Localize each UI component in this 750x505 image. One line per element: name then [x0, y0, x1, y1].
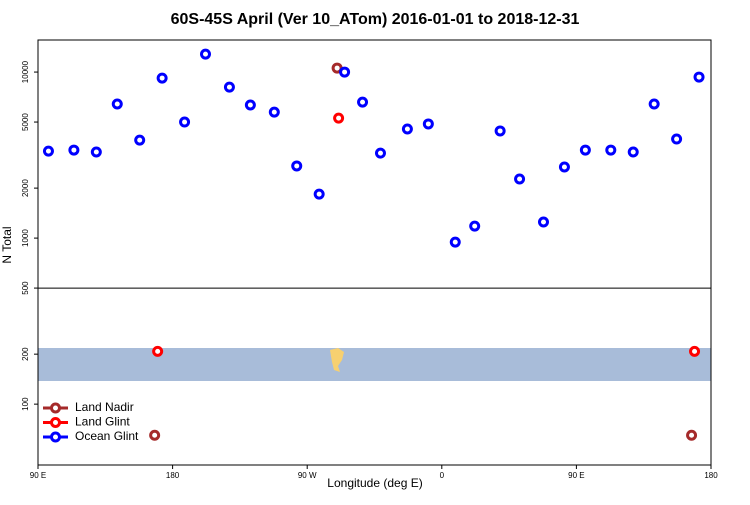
data-point [223, 81, 235, 93]
data-point [333, 112, 345, 124]
latitude-band [38, 348, 711, 381]
data-point [149, 429, 161, 441]
data-point [671, 133, 683, 145]
data-point [422, 118, 434, 130]
data-point [339, 66, 351, 78]
data-point [244, 99, 256, 111]
data-point [558, 161, 570, 173]
data-point [68, 144, 80, 156]
y-tick-label: 500 [21, 281, 30, 295]
y-tick-label: 5000 [21, 113, 30, 131]
data-point [449, 236, 461, 248]
data-point [648, 98, 660, 110]
y-axis-label: N Total [0, 226, 14, 263]
data-point [313, 188, 325, 200]
data-point [514, 173, 526, 185]
data-point [156, 72, 168, 84]
data-point [693, 71, 705, 83]
x-axis-label: Longitude (deg E) [327, 476, 422, 490]
legend-marker [50, 431, 61, 443]
data-point [401, 123, 413, 135]
legend-label: Land Nadir [75, 400, 134, 414]
data-point [357, 96, 369, 108]
data-point [494, 125, 506, 137]
x-tick-label: 90 E [30, 471, 46, 480]
x-tick-label: 180 [704, 471, 718, 480]
x-tick-label: 90 E [568, 471, 584, 480]
data-point [374, 147, 386, 159]
legend-marker [50, 402, 61, 414]
data-point [152, 345, 164, 357]
y-tick-label: 10000 [21, 60, 30, 83]
data-point [134, 134, 146, 146]
x-tick-label: 0 [440, 471, 445, 480]
data-point [200, 48, 212, 60]
data-point [537, 216, 549, 228]
x-tick-label: 180 [166, 471, 180, 480]
data-point [90, 146, 102, 158]
data-point [605, 144, 617, 156]
legend-marker [50, 417, 61, 428]
y-tick-label: 2000 [21, 179, 30, 197]
legend-label: Land Glint [75, 415, 130, 429]
data-point [627, 146, 639, 158]
data-point [268, 106, 280, 118]
plot-frame [37, 39, 712, 466]
land-shape [330, 348, 344, 372]
x-tick-label: 90 W [298, 471, 317, 480]
chart-title: 60S-45S April (Ver 10_ATom) 2016-01-01 t… [171, 11, 580, 28]
y-tick-label: 1000 [21, 229, 30, 247]
data-point [579, 144, 591, 156]
data-point [291, 160, 303, 172]
data-point [686, 429, 698, 441]
data-point [179, 116, 191, 128]
data-point [42, 145, 54, 157]
legend-label: Ocean Glint [75, 429, 139, 443]
data-point [111, 98, 123, 110]
data-point [689, 345, 701, 357]
y-tick-label: 100 [21, 397, 30, 411]
data-point [469, 220, 481, 232]
y-tick-label: 200 [21, 347, 30, 361]
